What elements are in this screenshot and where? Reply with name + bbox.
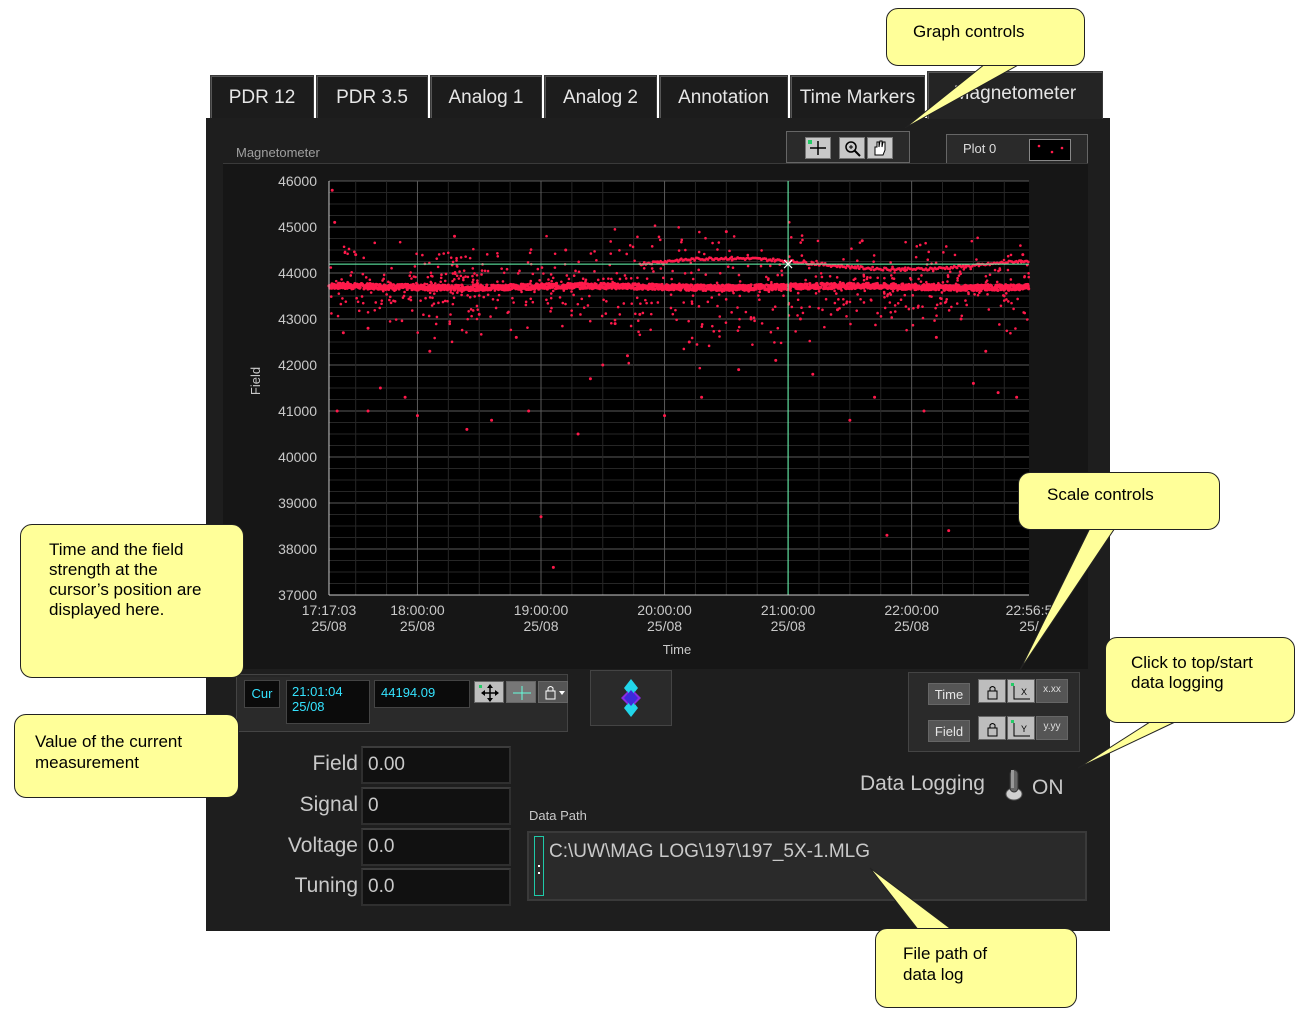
x-tick-label: 17:17:03 [302, 602, 357, 618]
y-tick-label: 39000 [278, 495, 317, 511]
callout-cursor-readout: Time and the field strength at the curso… [20, 524, 244, 678]
y-tick-label: 46000 [278, 173, 317, 189]
data-point [554, 281, 559, 286]
pan-hand-icon[interactable] [867, 137, 893, 159]
data-point [805, 282, 809, 286]
tab-pdr12[interactable]: PDR 12 [210, 75, 314, 118]
tab-time-markers[interactable]: Time Markers [790, 75, 925, 118]
graph-palette [786, 131, 910, 163]
callout-logging: Click to top/start data logging [1105, 637, 1295, 723]
graph-title: Magnetometer [236, 145, 320, 160]
callout-current-value: Value of the current measurement [14, 714, 239, 798]
data-point [485, 283, 489, 287]
tab-annotation[interactable]: Annotation [659, 75, 788, 118]
plot-style-swatch[interactable] [1029, 139, 1071, 161]
x-tick-label: 22:56:5 [1006, 602, 1053, 618]
x-tick-date: 25/08 [311, 618, 346, 634]
x-tick-date: 25/ [1019, 618, 1039, 634]
y-tick-label: 37000 [278, 587, 317, 603]
magnetometer-chart[interactable]: 46000 45000 44000 43000 42000 41000 40000 39000… [223, 163, 1088, 668]
x-tick-label: 18:00:00 [390, 602, 445, 618]
cursor-icon[interactable] [805, 137, 831, 159]
x-tick-date: 25/08 [647, 618, 682, 634]
data-point [819, 285, 823, 289]
y-tick-label: 44000 [278, 265, 317, 281]
x-tick-label: 21:00:00 [761, 602, 816, 618]
x-tick-date: 25/08 [400, 618, 435, 634]
x-tick-date: 25/08 [771, 618, 806, 634]
data-point [746, 283, 751, 288]
y-tick-label: 40000 [278, 449, 317, 465]
tab-pdr35[interactable]: PDR 3.5 [316, 75, 428, 118]
x-tick-date: 25/08 [523, 618, 558, 634]
data-point [852, 282, 856, 286]
data-point [937, 287, 941, 292]
x-tick-label: 19:00:00 [514, 602, 569, 618]
callout-graph-controls: Graph controls [886, 8, 1085, 66]
data-point [550, 285, 555, 289]
data-point [749, 283, 753, 287]
tab-analog2[interactable]: Analog 2 [544, 75, 657, 118]
callout-file-path: File path of data log [875, 928, 1077, 1008]
plot-legend[interactable]: Plot 0 [946, 134, 1088, 164]
data-point [808, 281, 812, 286]
data-point [934, 288, 938, 292]
data-point [996, 288, 1000, 292]
data-point [901, 282, 905, 286]
zoom-icon[interactable] [839, 137, 865, 159]
y-tick-label: 43000 [278, 311, 317, 327]
data-point [660, 282, 664, 287]
data-point [457, 283, 461, 288]
data-point [690, 283, 694, 287]
x-tick-label: 22:00:00 [884, 602, 939, 618]
data-point [528, 282, 532, 286]
y-tick-label: 38000 [278, 541, 317, 557]
data-point [341, 281, 345, 285]
y-tick-label: 45000 [278, 219, 317, 235]
y-tick-label: 41000 [278, 403, 317, 419]
plot-legend-label: Plot 0 [963, 141, 997, 156]
y-tick-label: 42000 [278, 357, 317, 373]
data-point [428, 283, 432, 287]
x-tick-date: 25/08 [894, 618, 929, 634]
tab-analog1[interactable]: Analog 1 [430, 75, 542, 118]
callout-scale-controls: Scale controls [1018, 472, 1220, 530]
x-tick-label: 20:00:00 [637, 602, 692, 618]
data-point [358, 285, 362, 290]
data-point [375, 283, 379, 287]
